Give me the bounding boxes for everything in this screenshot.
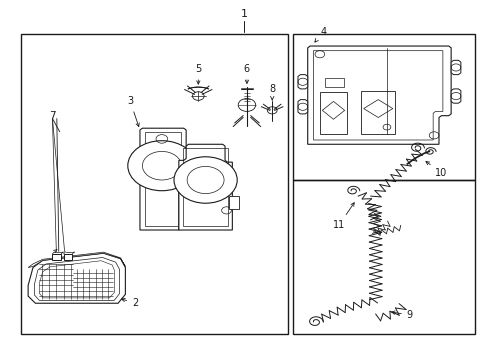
Polygon shape (140, 128, 186, 230)
Polygon shape (34, 257, 119, 300)
Polygon shape (28, 253, 125, 303)
Polygon shape (307, 46, 450, 144)
Bar (292, 180, 474, 334)
Bar (324, 78, 344, 87)
Bar (292, 33, 474, 180)
Polygon shape (297, 75, 307, 89)
Text: 11: 11 (332, 203, 353, 230)
Polygon shape (179, 144, 232, 230)
Polygon shape (297, 100, 307, 114)
Circle shape (127, 141, 196, 191)
Bar (361, 91, 394, 134)
Polygon shape (39, 261, 115, 298)
Text: 10: 10 (425, 162, 447, 178)
Text: 8: 8 (268, 84, 275, 100)
Text: 2: 2 (122, 298, 138, 308)
Text: 5: 5 (195, 64, 201, 84)
Bar (228, 196, 238, 208)
Bar (52, 254, 61, 260)
Circle shape (174, 157, 237, 203)
Text: 6: 6 (244, 64, 249, 84)
Bar (63, 254, 72, 260)
Text: 4: 4 (314, 27, 325, 42)
Text: 1: 1 (241, 9, 247, 19)
Polygon shape (450, 60, 460, 75)
Bar (319, 93, 346, 134)
Polygon shape (313, 51, 442, 140)
Text: 9: 9 (391, 310, 412, 320)
Polygon shape (450, 89, 460, 103)
Polygon shape (28, 252, 125, 267)
Bar (144, 132, 181, 226)
Text: 3: 3 (127, 96, 139, 126)
Text: 7: 7 (49, 111, 56, 121)
Bar (21, 33, 287, 334)
Bar (183, 148, 228, 226)
